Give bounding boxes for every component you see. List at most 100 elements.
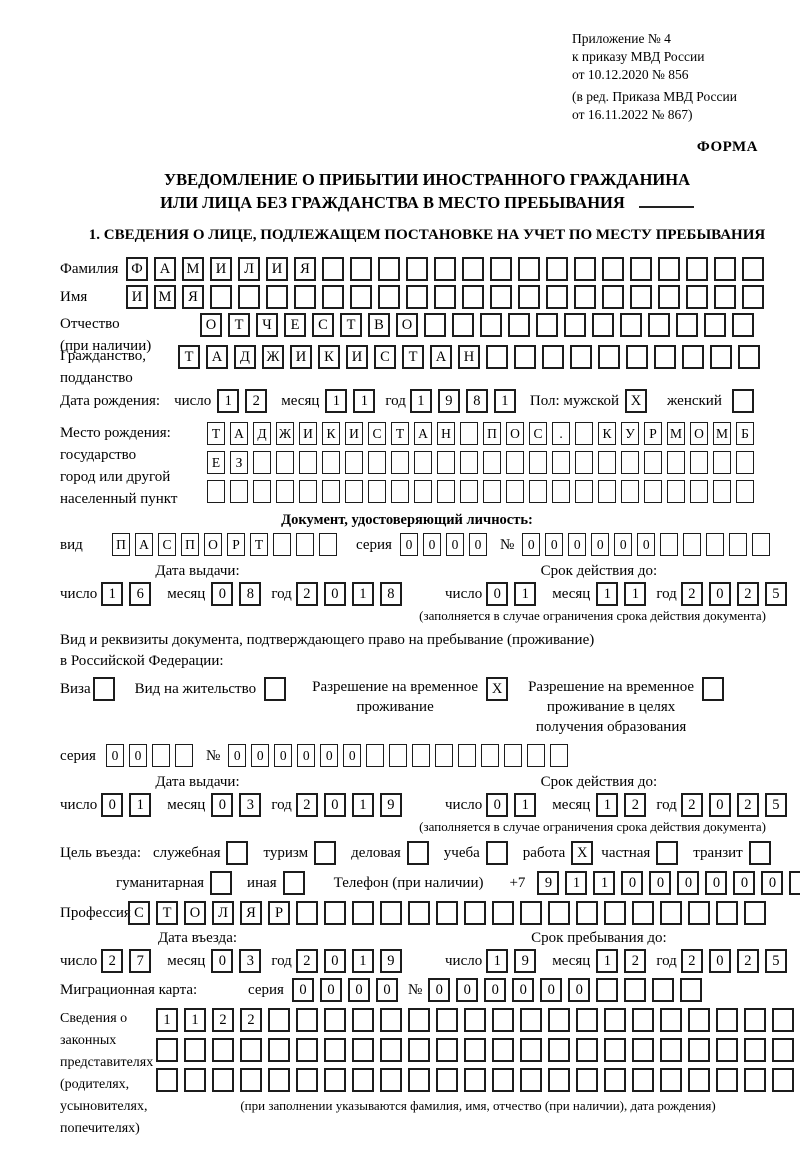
char-box[interactable] [546, 285, 568, 309]
char-box[interactable] [434, 285, 456, 309]
char-box[interactable]: 9 [379, 949, 402, 973]
char-box[interactable]: 9 [379, 793, 402, 817]
char-box[interactable] [324, 1068, 346, 1092]
char-box[interactable]: 0 [708, 793, 731, 817]
char-box[interactable] [352, 1068, 374, 1092]
char-box[interactable] [294, 285, 316, 309]
char-box[interactable] [706, 533, 725, 556]
char-box[interactable]: 0 [375, 978, 398, 1002]
purpose-study-checkbox[interactable] [485, 841, 514, 865]
char-box[interactable] [296, 533, 314, 556]
char-box[interactable] [483, 480, 501, 503]
purpose-official-checkbox[interactable] [226, 841, 254, 865]
char-box[interactable] [542, 345, 564, 369]
char-box[interactable]: 0 [297, 744, 316, 767]
char-box[interactable] [240, 1068, 262, 1092]
char-box[interactable] [296, 1038, 318, 1062]
char-box[interactable] [460, 451, 478, 474]
char-box[interactable] [576, 1038, 598, 1062]
char-box[interactable] [324, 1038, 346, 1062]
birthplace-row3-boxes[interactable] [207, 480, 759, 503]
char-box[interactable]: О [204, 533, 222, 556]
char-box[interactable] [598, 451, 616, 474]
char-box[interactable]: 0 [128, 744, 147, 767]
char-box[interactable] [604, 1008, 626, 1032]
legal-row2-boxes[interactable] [156, 1038, 800, 1062]
char-box[interactable] [548, 1008, 570, 1032]
char-box[interactable] [266, 285, 288, 309]
char-box[interactable]: 0 [708, 949, 731, 973]
char-box[interactable] [518, 257, 540, 281]
char-box[interactable] [736, 451, 754, 474]
char-box[interactable]: 0 [274, 744, 293, 767]
char-box[interactable]: Ж [276, 422, 294, 445]
char-box[interactable]: 9 [514, 949, 537, 973]
char-box[interactable] [174, 744, 193, 767]
char-box[interactable]: И [345, 422, 363, 445]
char-box[interactable] [264, 677, 287, 701]
char-box[interactable] [552, 451, 570, 474]
char-box[interactable]: 1 [351, 793, 374, 817]
char-box[interactable]: И [126, 285, 148, 309]
char-box[interactable] [210, 285, 232, 309]
char-box[interactable]: 5 [764, 582, 787, 606]
char-box[interactable] [731, 389, 754, 413]
char-box[interactable]: 0 [101, 793, 124, 817]
char-box[interactable] [276, 451, 294, 474]
char-box[interactable]: А [414, 422, 432, 445]
char-box[interactable] [210, 871, 233, 895]
char-box[interactable] [492, 1008, 514, 1032]
char-box[interactable] [460, 422, 478, 445]
char-box[interactable] [574, 257, 596, 281]
char-box[interactable] [391, 451, 409, 474]
char-box[interactable] [527, 744, 546, 767]
char-box[interactable] [408, 901, 430, 925]
char-box[interactable] [408, 1008, 430, 1032]
char-box[interactable] [322, 257, 344, 281]
char-box[interactable] [296, 1008, 318, 1032]
char-box[interactable]: Н [458, 345, 480, 369]
char-box[interactable] [648, 313, 670, 337]
char-box[interactable] [460, 480, 478, 503]
char-box[interactable]: 3 [239, 949, 262, 973]
char-box[interactable] [299, 451, 317, 474]
char-box[interactable]: О [184, 901, 206, 925]
char-box[interactable]: П [483, 422, 501, 445]
char-box[interactable] [156, 1068, 178, 1092]
char-box[interactable] [656, 841, 679, 865]
char-box[interactable] [380, 1038, 402, 1062]
char-box[interactable]: 5 [764, 793, 787, 817]
char-box[interactable]: К [322, 422, 340, 445]
char-box[interactable] [368, 480, 386, 503]
char-box[interactable] [273, 533, 291, 556]
char-box[interactable]: 1 [624, 582, 647, 606]
char-box[interactable]: 0 [540, 978, 563, 1002]
char-box[interactable]: Т [178, 345, 200, 369]
char-box[interactable]: Т [156, 901, 178, 925]
char-box[interactable] [686, 257, 708, 281]
char-box[interactable] [592, 313, 614, 337]
char-box[interactable]: М [182, 257, 204, 281]
char-box[interactable] [683, 533, 702, 556]
char-box[interactable] [548, 901, 570, 925]
purpose-private-checkbox[interactable] [656, 841, 684, 865]
char-box[interactable]: К [598, 422, 616, 445]
visa-checkbox[interactable] [92, 677, 121, 701]
char-box[interactable] [690, 451, 708, 474]
char-box[interactable] [658, 257, 680, 281]
char-box[interactable]: 1 [486, 949, 509, 973]
char-box[interactable]: 0 [445, 533, 464, 556]
char-box[interactable] [437, 451, 455, 474]
char-box[interactable]: Р [644, 422, 662, 445]
char-box[interactable] [492, 1068, 514, 1092]
sex-male-checkbox[interactable]: X [625, 389, 653, 413]
char-box[interactable] [412, 744, 431, 767]
